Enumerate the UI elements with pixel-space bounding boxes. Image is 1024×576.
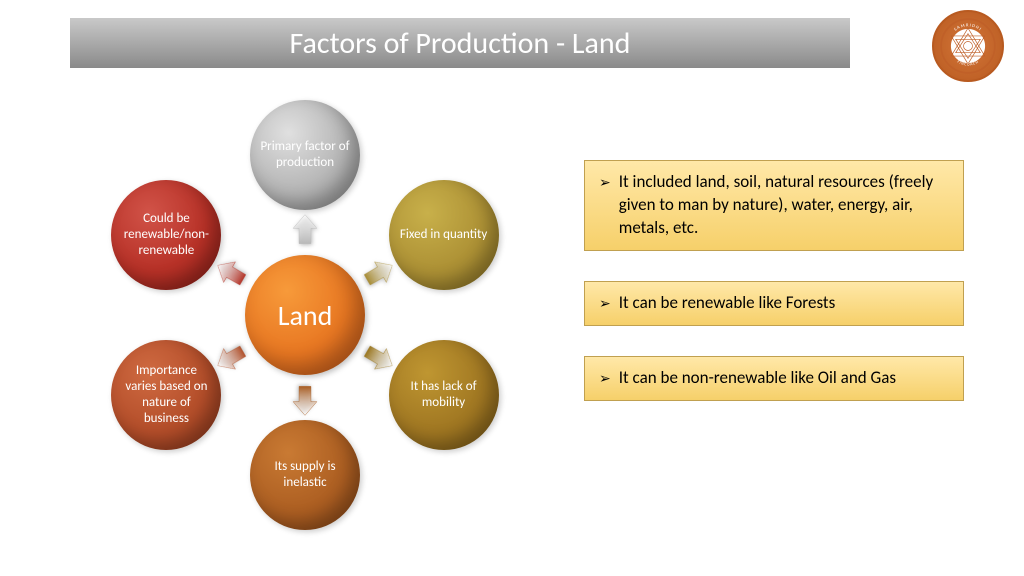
bullet-text: It can be non-renewable like Oil and Gas (619, 367, 896, 390)
bullet-text: It can be renewable like Forests (619, 292, 836, 315)
bullet-text: It included land, soil, natural resource… (619, 171, 949, 240)
hub-label: Land (278, 298, 333, 333)
bullet-item: ➢It included land, soil, natural resourc… (584, 160, 964, 251)
spoke-node: Its supply is inelastic (250, 420, 360, 530)
bullet-item: ➢ It can be renewable like Forests (584, 281, 964, 326)
radial-diagram: Land Primary factor of production Fixed i… (80, 80, 530, 550)
brand-logo: SAMRIDHI FINCOACH (932, 10, 1004, 82)
bullet-marker-icon: ➢ (599, 370, 611, 390)
spoke-label: It has lack of mobility (399, 379, 489, 412)
spoke-node: Could be renewable/non-renewable (111, 180, 221, 290)
spoke-arrow-icon (288, 213, 322, 247)
bullet-list: ➢It included land, soil, natural resourc… (584, 160, 964, 401)
spoke-node: It has lack of mobility (389, 340, 499, 450)
hub-node: Land (245, 255, 365, 375)
bullet-marker-icon: ➢ (599, 295, 611, 315)
spoke-arrow-icon (288, 383, 322, 417)
spoke-node: Fixed in quantity (389, 180, 499, 290)
page-title-text: Factors of Production - Land (290, 25, 631, 62)
page-title: Factors of Production - Land (70, 18, 850, 68)
svg-text:FINCOACH: FINCOACH (956, 60, 980, 68)
svg-text:SAMRIDHI: SAMRIDHI (953, 23, 982, 32)
sri-yantra-icon: SAMRIDHI FINCOACH (940, 18, 996, 74)
bullet-marker-icon: ➢ (599, 174, 611, 240)
spoke-node: Primary factor of production (250, 100, 360, 210)
spoke-label: Could be renewable/non-renewable (121, 211, 211, 260)
bullet-item: ➢ It can be non-renewable like Oil and Ga… (584, 356, 964, 401)
spoke-label: Primary factor of production (260, 139, 350, 172)
spoke-label: Importance varies based on nature of bus… (121, 363, 211, 428)
spoke-label: Fixed in quantity (400, 227, 487, 243)
spoke-node: Importance varies based on nature of bus… (111, 340, 221, 450)
spoke-label: Its supply is inelastic (260, 459, 350, 492)
